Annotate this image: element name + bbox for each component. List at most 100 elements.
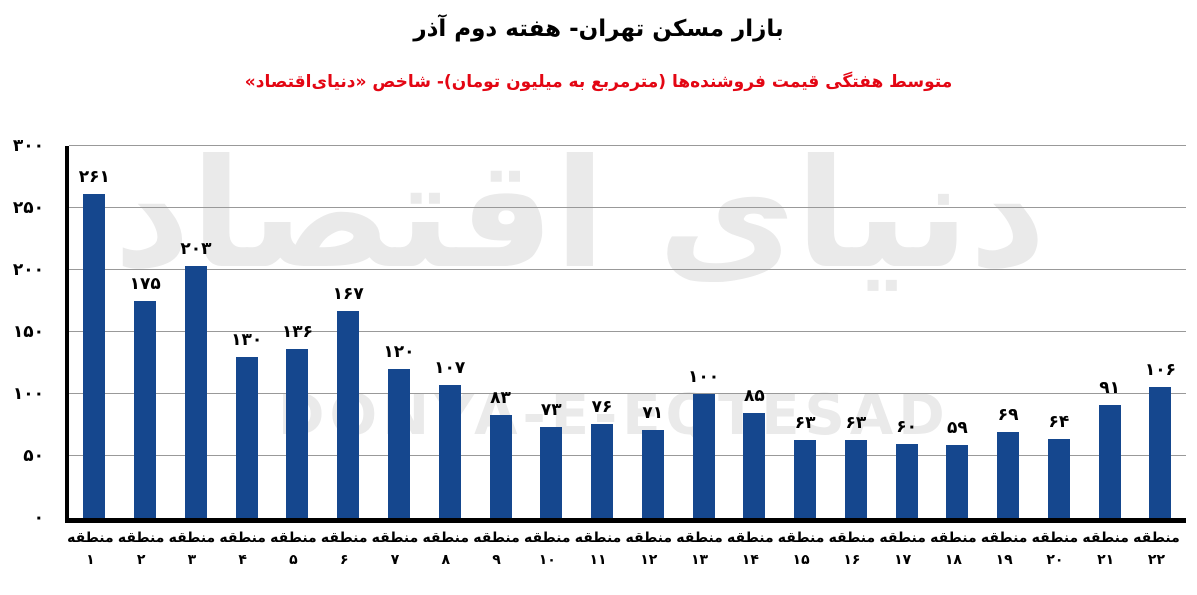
bar-slot: ۶۴ [1034, 146, 1085, 518]
gridline [69, 269, 1186, 270]
bar [286, 349, 309, 518]
x-axis-label: منطقه ۲ [117, 530, 165, 568]
bar-value-label: ۱۰۰ [687, 367, 720, 387]
x-axis-label: منطقه ۵ [270, 530, 317, 568]
bar-value-label: ۱۶۷ [332, 283, 364, 304]
bar-value-label: ۸۵ [743, 385, 765, 406]
x-axis-label: منطقه ۴ [219, 530, 266, 568]
gridline [69, 455, 1186, 456]
y-axis-label: ۱۵۰ [12, 322, 44, 342]
bar [1047, 438, 1070, 518]
x-axis-label: منطقه ۱۷ [879, 530, 926, 568]
x-axis-label: منطقه ۱۰ [523, 530, 571, 568]
bar-value-label: ۷۶ [591, 396, 613, 417]
x-axis-label: منطقه ۱۳ [676, 530, 723, 568]
bar [1149, 386, 1172, 518]
x-axis-label: منطقه ۱۴ [727, 530, 774, 568]
bar-slot: ۶۳ [780, 146, 831, 518]
bar-value-label: ۱۳۰ [231, 329, 263, 350]
bar-value-label: ۶۹ [997, 405, 1019, 426]
x-axis-label: منطقه ۲۲ [1133, 530, 1180, 568]
bar-value-label: ۶۳ [794, 412, 816, 433]
bar-slot: ۷۶ [577, 146, 628, 518]
bar-slot: ۱۳۶ [272, 146, 323, 518]
bar-slot: ۶۹ [983, 146, 1034, 518]
bar-value-label: ۱۲۰ [383, 342, 415, 363]
bar-value-label: ۶۳ [845, 412, 867, 433]
bar [1098, 405, 1121, 518]
bar [794, 439, 817, 518]
bar-value-label: ۸۳ [490, 388, 511, 409]
x-axis-label: منطقه ۱۱ [574, 530, 622, 568]
bar-slot: ۶۳ [830, 146, 881, 518]
bar-slot: ۱۳۰ [221, 146, 272, 518]
y-axis-label: ۳۰۰ [12, 136, 44, 156]
bar-value-label: ۷۳ [540, 400, 562, 421]
bar-value-label: ۹۱ [1099, 378, 1121, 399]
x-axis-label: منطقه ۸ [422, 530, 470, 568]
bar [641, 429, 664, 518]
bar-slot: ۱۰۷ [424, 146, 475, 518]
y-axis-label: ۲۰۰ [12, 260, 44, 280]
y-axis-label: ۲۵۰ [12, 198, 44, 218]
bar [337, 310, 360, 518]
bar-value-label: ۱۳۶ [281, 322, 314, 343]
y-axis-label: ۱۰۰ [12, 384, 44, 404]
bar [997, 432, 1020, 518]
bar-value-label: ۱۷۵ [129, 274, 161, 294]
bar-slot: ۲۶۱ [69, 146, 120, 518]
bar [540, 427, 563, 518]
bar [844, 439, 867, 518]
x-axis-label: منطقه ۷ [371, 530, 419, 568]
bar-value-label: ۶۰ [896, 416, 918, 437]
y-axis-label: ۵۰ [23, 446, 44, 466]
bar-slot: ۱۰۰ [678, 146, 729, 518]
x-axis-label: منطقه ۱۹ [980, 530, 1028, 568]
chart-subtitle: متوسط هفتگی قیمت فروشنده‌ها (مترمربع به … [244, 72, 953, 92]
x-axis-labels: منطقه ۱ منطقه ۲ منطقه ۳ منطقه ۴ منطقه ۵ منطقه ۶ منطق… [65, 528, 1182, 571]
bar-slot: ۸۵ [729, 146, 780, 518]
x-axis-label: منطقه ۳ [168, 530, 216, 568]
x-axis-label: منطقه ۱۵ [777, 530, 825, 568]
gridline [69, 207, 1186, 208]
bar [134, 301, 157, 518]
bar-slot: ۲۰۳ [171, 146, 222, 518]
x-axis-label: منطقه ۲۱ [1082, 530, 1129, 568]
chart-title: بازار مسکن تهران- هفته دوم آذر [413, 16, 784, 42]
bar-slot: ۵۹ [932, 146, 983, 518]
bar [946, 444, 969, 518]
x-axis-label: منطقه ۱۶ [828, 530, 876, 568]
gridline [69, 145, 1186, 146]
plot-area: ۲۶۱ ۱۷۵ ۲۰۳ ۱۳۰ ۱۳۶ ۱۶۷ ۱۲۰ ۱۰۷ ۸۳ ۷۳ ۷۶ ۷۱ ۱۰۰ ۸۵ ۶۳ ۶… [65, 145, 1186, 523]
x-axis-label: منطقه ۲۰ [1031, 530, 1079, 568]
y-axis-label: ۰ [33, 508, 44, 528]
bar-slot: ۶۰ [881, 146, 932, 518]
bar [489, 415, 512, 518]
bar [692, 394, 715, 518]
bar-value-label: ۲۶۱ [78, 167, 110, 188]
y-axis-labels: ۰ ۵۰ ۱۰۰ ۱۵۰ ۲۰۰ ۲۵۰ ۳۰۰ [0, 136, 57, 528]
bars: ۲۶۱ ۱۷۵ ۲۰۳ ۱۳۰ ۱۳۶ ۱۶۷ ۱۲۰ ۱۰۷ ۸۳ ۷۳ ۷۶ ۷۱ ۱۰۰ ۸۵ ۶۳ ۶… [69, 146, 1186, 518]
x-axis-label: منطقه ۹ [473, 530, 520, 568]
bar-slot: ۸۳ [475, 146, 526, 518]
x-axis-label: منطقه ۱۲ [625, 530, 673, 568]
bar-value-label: ۲۰۳ [180, 239, 212, 260]
x-axis-label: منطقه ۶ [320, 530, 368, 568]
bar-slot: ۱۷۵ [120, 146, 171, 518]
gridline [69, 331, 1186, 332]
bar-slot: ۱۰۶ [1135, 146, 1186, 518]
bar [438, 385, 461, 518]
bar-value-label: ۱۰۶ [1144, 359, 1177, 380]
bar [235, 356, 258, 518]
bar-slot: ۷۱ [627, 146, 678, 518]
gridline [69, 393, 1186, 394]
bar [387, 369, 410, 518]
bar-value-label: ۷۱ [642, 402, 664, 423]
x-axis-label: منطقه ۱ [67, 530, 114, 568]
bar [743, 412, 766, 518]
bar-slot: ۷۳ [526, 146, 577, 518]
bar-value-label: ۱۰۷ [434, 358, 466, 379]
bar [591, 423, 614, 518]
bar [184, 266, 207, 518]
